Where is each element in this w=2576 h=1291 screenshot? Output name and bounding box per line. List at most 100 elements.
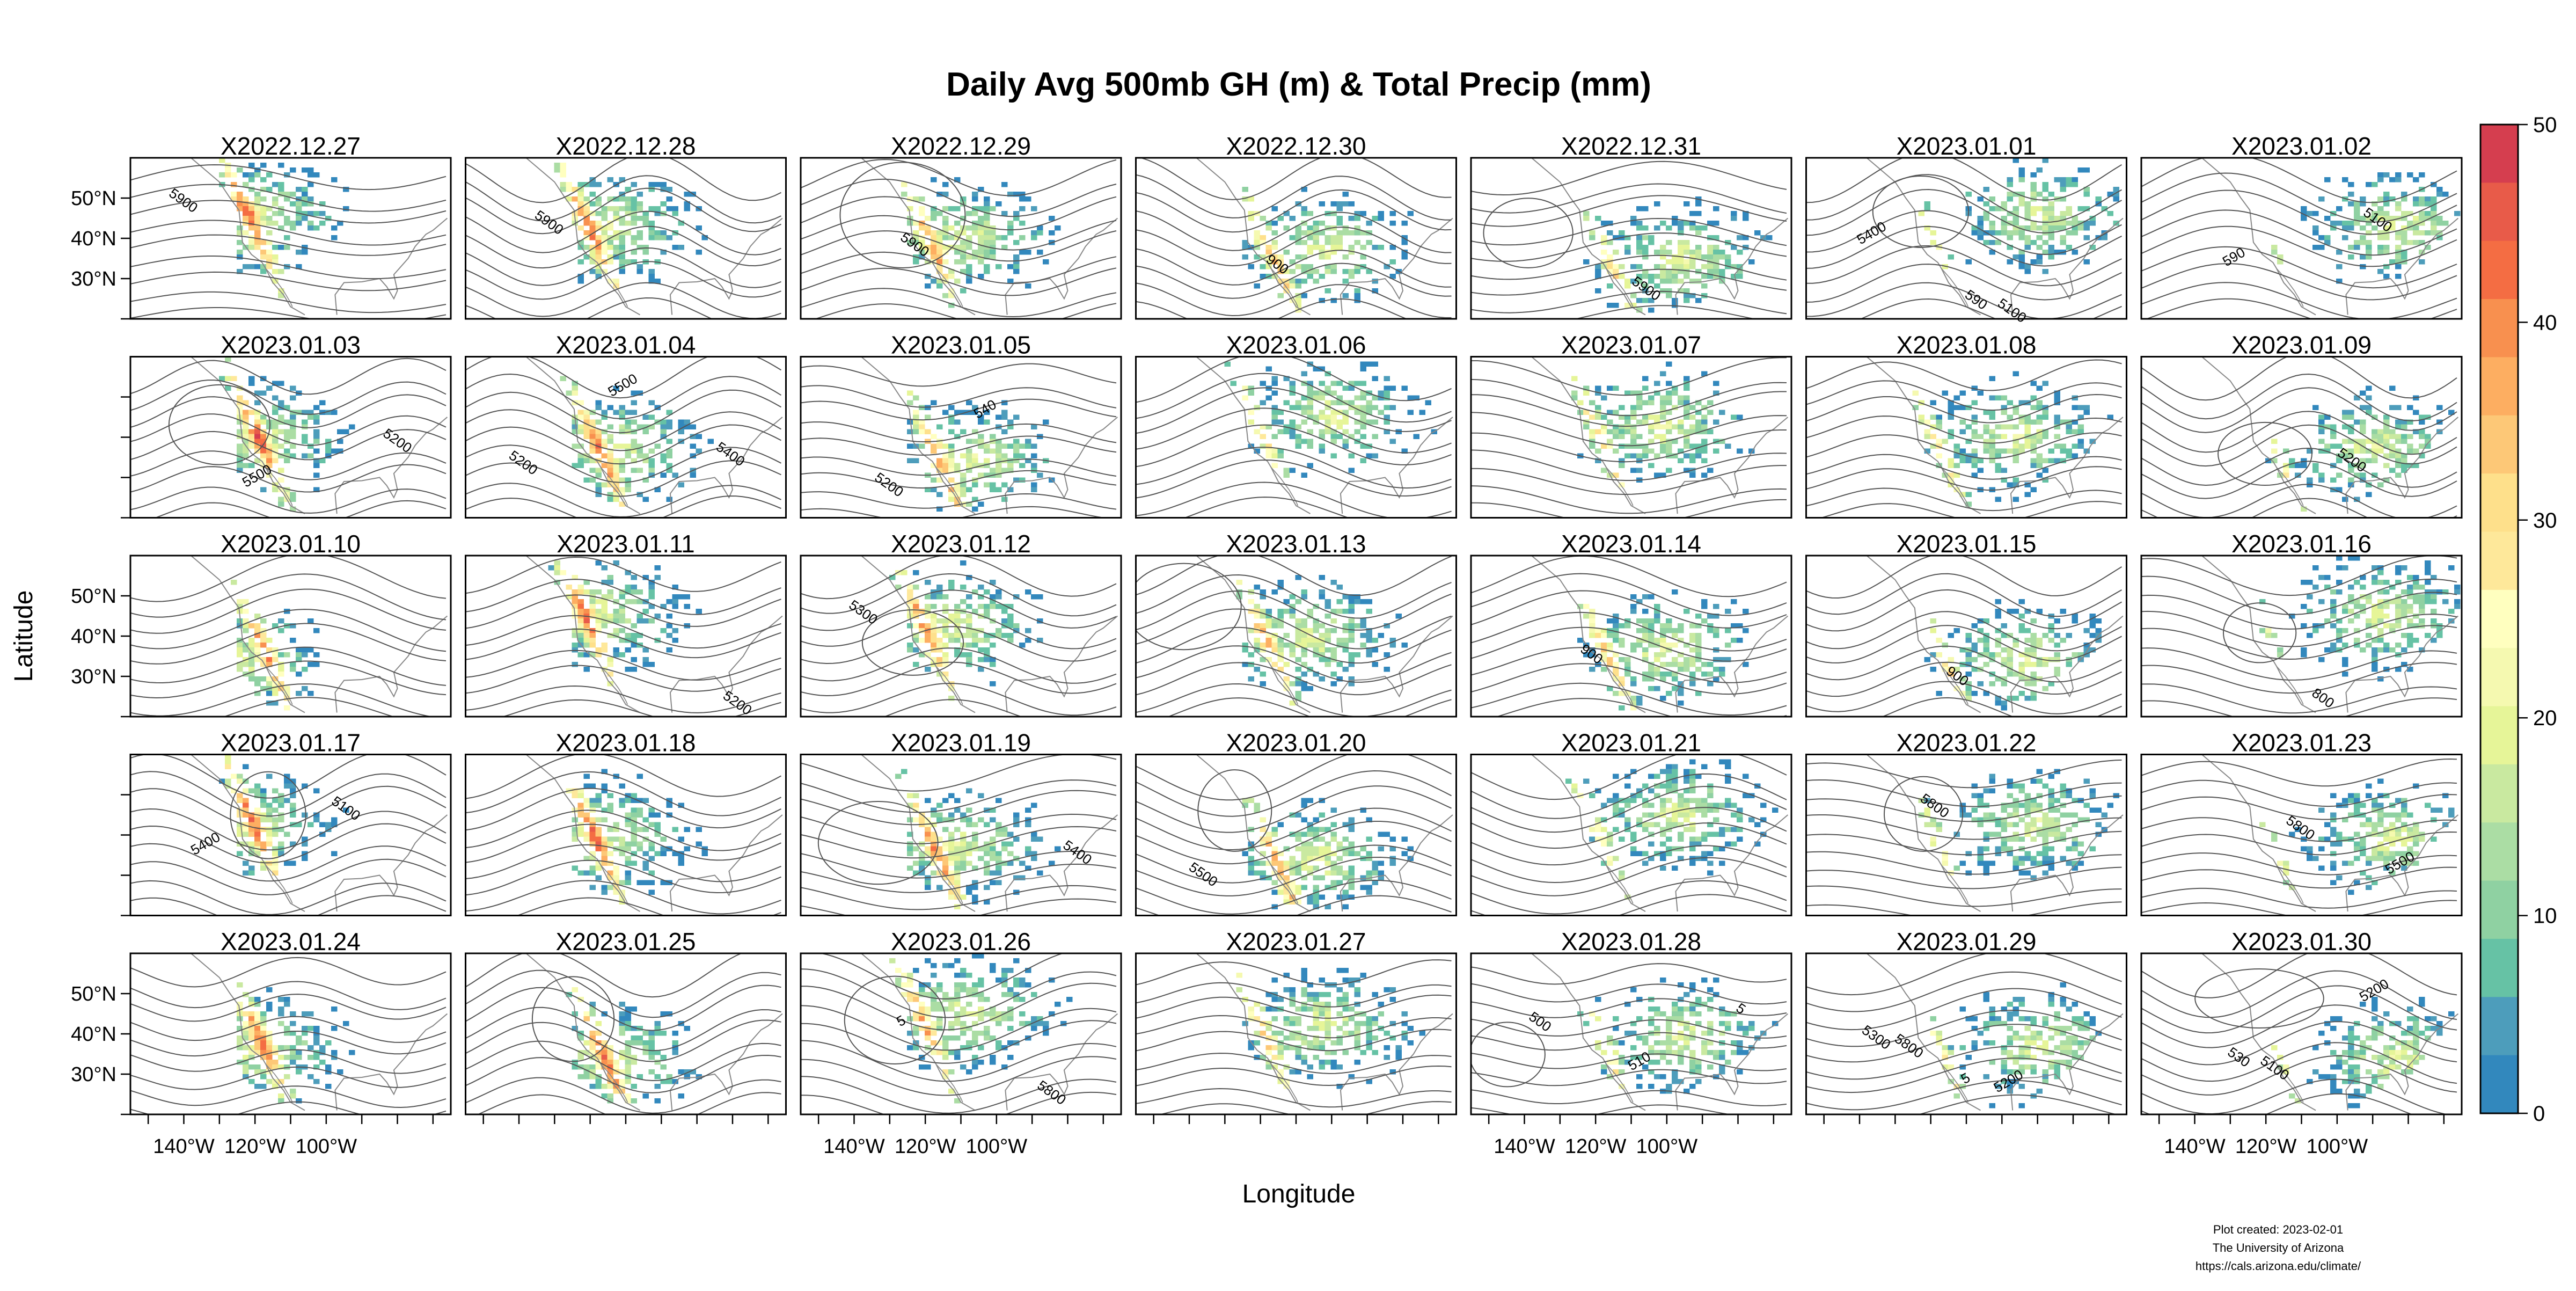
panel-title: X2022.12.30: [1226, 132, 1366, 160]
x-tick-label: 100°W: [296, 1135, 357, 1158]
panel-title: X2023.01.16: [2231, 530, 2372, 558]
panel-title: X2023.01.22: [1897, 729, 2037, 757]
x-tick-label: 100°W: [1636, 1135, 1698, 1158]
panel-title: X2023.01.14: [1561, 530, 1701, 558]
panel-title: X2023.01.15: [1897, 530, 2037, 558]
y-tick-label: 30°N: [71, 666, 116, 688]
panel-title: X2023.01.05: [891, 331, 1031, 359]
panel-title: X2023.01.17: [221, 729, 361, 757]
panel-title: X2023.01.30: [2231, 928, 2372, 956]
panel-title: X2023.01.03: [221, 331, 361, 359]
x-tick-label: 120°W: [224, 1135, 286, 1158]
panel-title: X2023.01.12: [891, 530, 1031, 558]
panel-title: X2023.01.28: [1561, 928, 1701, 956]
colorbar-segment: [2480, 125, 2518, 183]
panel-title: X2023.01.24: [221, 928, 361, 956]
panel-title: X2022.12.29: [891, 132, 1031, 160]
y-tick-label: 50°N: [71, 983, 116, 1005]
x-tick-label: 120°W: [2235, 1135, 2297, 1158]
y-tick-label: 40°N: [71, 228, 116, 250]
colorbar-segment: [2480, 822, 2518, 881]
panel-title: X2023.01.18: [556, 729, 696, 757]
colorbar-segment: [2480, 706, 2518, 765]
y-tick-label: 30°N: [71, 268, 116, 290]
map-panel: X2023.01.18: [466, 729, 786, 929]
panel-title: X2023.01.07: [1561, 331, 1701, 359]
footer-line-2: The University of Arizona: [2213, 1241, 2344, 1254]
colorbar-segment: [2480, 997, 2518, 1055]
panel-title: X2023.01.01: [1897, 132, 2037, 160]
map-panel: X2023.01.25: [466, 928, 786, 1126]
map-panel: X2023.01.07: [1471, 331, 1791, 526]
colorbar-segment: [2480, 415, 2518, 474]
x-tick-label: 140°W: [1494, 1135, 1555, 1158]
x-tick-label: 100°W: [966, 1135, 1028, 1158]
chart-title: Daily Avg 500mb GH (m) & Total Precip (m…: [946, 66, 1651, 103]
map-panel: X2023.01.27: [1136, 928, 1457, 1124]
colorbar-segment: [2480, 590, 2518, 648]
panel-title: X2022.12.31: [1561, 132, 1701, 160]
x-tick-label: 140°W: [153, 1135, 215, 1158]
colorbar-tick-label: 40: [2533, 311, 2557, 334]
panel-title: X2023.01.26: [891, 928, 1031, 956]
colorbar-tick-label: 0: [2533, 1102, 2545, 1126]
colorbar-tick-label: 10: [2533, 905, 2557, 928]
colorbar-segment: [2480, 299, 2518, 358]
x-tick-label: 120°W: [1565, 1135, 1627, 1158]
panel-title: X2023.01.09: [2231, 331, 2372, 359]
footer-line-3: https://cals.arizona.edu/climate/: [2196, 1259, 2361, 1273]
y-tick-label: 50°N: [71, 187, 116, 210]
colorbar-segment: [2480, 473, 2518, 532]
colorbar-tick-label: 20: [2533, 706, 2557, 730]
colorbar-segment: [2480, 764, 2518, 823]
colorbar-segment: [2480, 939, 2518, 997]
x-tick-label: 120°W: [895, 1135, 956, 1158]
panel-title: X2023.01.27: [1226, 928, 1366, 956]
colorbar-segment: [2480, 357, 2518, 415]
colorbar-segment: [2480, 183, 2518, 241]
y-tick-label: 40°N: [71, 1023, 116, 1046]
y-tick-label: 30°N: [71, 1063, 116, 1086]
panel-title: X2023.01.21: [1561, 729, 1701, 757]
panel-title: X2023.01.08: [1897, 331, 2037, 359]
x-axis-label: Longitude: [1242, 1180, 1356, 1208]
map-panel: X2023.01.13: [1126, 530, 1457, 727]
y-axis-label: Latitude: [10, 590, 38, 682]
panel-title: X2023.01.10: [221, 530, 361, 558]
map-panel: X2023.01.21: [1471, 729, 1791, 929]
map-panel: X2023.01.06: [1136, 331, 1457, 531]
panel-title: X2023.01.04: [556, 331, 696, 359]
colorbar-segment: [2480, 648, 2518, 706]
panel-title: X2022.12.27: [221, 132, 361, 160]
x-tick-label: 140°W: [2164, 1135, 2226, 1158]
y-tick-label: 50°N: [71, 585, 116, 608]
panel-title: X2023.01.23: [2231, 729, 2372, 757]
map-panel: X2023.01.08: [1806, 331, 2127, 523]
panel-title: X2023.01.19: [891, 729, 1031, 757]
panel-title: X2023.01.02: [2231, 132, 2372, 160]
footer-line-1: Plot created: 2023-02-01: [2213, 1223, 2343, 1236]
x-tick-label: 140°W: [823, 1135, 885, 1158]
